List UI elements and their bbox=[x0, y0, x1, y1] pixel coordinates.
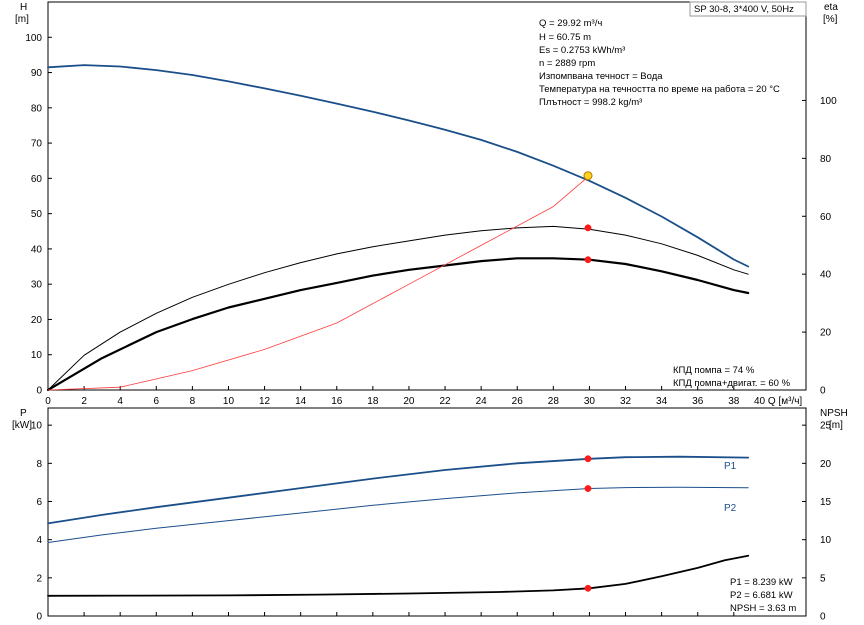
p2-curve bbox=[47, 486, 749, 543]
pump-efficiency-note: КПД помпа = 74 % bbox=[673, 365, 755, 376]
x-tick-label: 8 bbox=[190, 396, 196, 407]
y-left-tick-label: 20 bbox=[31, 315, 43, 326]
info-line: n = 2889 rpm bbox=[539, 58, 595, 69]
power-npsh-chart: 0 2 4 6 8 10 0 5 10 15 20 25 P [kW] NPSH [m] P1 P2 … bbox=[12, 407, 851, 623]
p2-series-label: P2 bbox=[724, 503, 737, 514]
y-left-tick-label: 0 bbox=[36, 612, 42, 623]
x-tick-label: 6 bbox=[154, 396, 160, 407]
y-left-tick-label: 80 bbox=[31, 103, 43, 114]
y-left-tick-label: 4 bbox=[36, 535, 42, 546]
x-tick-label: 12 bbox=[259, 396, 271, 407]
y-right-tick-label: 0 bbox=[820, 612, 826, 623]
top-series bbox=[46, 64, 750, 392]
y-right-tick-label: 60 bbox=[820, 212, 832, 223]
p2-note: P2 = 6.681 kW bbox=[730, 590, 793, 601]
x-tick-label: 22 bbox=[439, 396, 451, 407]
y-right-tick-label: 80 bbox=[820, 154, 832, 165]
y-left-tick-label: 40 bbox=[31, 244, 43, 255]
duty-point bbox=[584, 584, 592, 592]
bottom-tick-labels: 0 2 4 6 8 10 0 5 10 15 20 25 bbox=[31, 421, 832, 623]
info-line: Es = 0.2753 kWh/m³ bbox=[539, 45, 625, 56]
y-left-tick-label: 60 bbox=[31, 174, 43, 185]
y-right-tick-label: 20 bbox=[820, 328, 832, 339]
total-efficiency-curve bbox=[46, 257, 750, 392]
y-left-tick-label: 2 bbox=[36, 573, 42, 584]
p1-curve bbox=[47, 455, 750, 525]
y-left-tick-label: 30 bbox=[31, 280, 43, 291]
duty-point bbox=[584, 224, 592, 232]
npsh-curve bbox=[47, 554, 750, 597]
y-left-tick-label: 100 bbox=[25, 33, 42, 44]
y-left-tick-label: 0 bbox=[36, 386, 42, 397]
npsh-note: NPSH = 3.63 m bbox=[730, 603, 796, 614]
x-tick-label: 26 bbox=[512, 396, 524, 407]
top-plot-frame bbox=[47, 1, 807, 391]
head-curve bbox=[47, 64, 750, 268]
system-curve-curve bbox=[47, 175, 590, 391]
info-line: Плътност = 998.2 kg/m³ bbox=[539, 97, 642, 108]
y-left-tick-label: 50 bbox=[31, 209, 43, 220]
top-duty-points bbox=[583, 171, 593, 264]
duty-point bbox=[584, 256, 592, 264]
y-right-tick-label: 40 bbox=[820, 270, 832, 281]
info-line: H = 60.75 m bbox=[539, 32, 591, 43]
y-right-tick-label: 5 bbox=[820, 573, 826, 584]
p1-note: P1 = 8.239 kW bbox=[730, 577, 793, 588]
x-tick-label: 34 bbox=[656, 396, 668, 407]
pump-efficiency-curve bbox=[47, 225, 749, 391]
y-left-tick-label: 10 bbox=[31, 350, 43, 361]
duty-point bbox=[584, 485, 592, 492]
y-left-tick-label: 6 bbox=[36, 497, 42, 508]
y-right-tick-label: 25 bbox=[820, 421, 832, 432]
p1-series-label: P1 bbox=[724, 461, 737, 472]
y-left-tick-label: 10 bbox=[31, 421, 43, 432]
top-grid bbox=[47, 36, 806, 391]
y-right-tick-label: 15 bbox=[820, 497, 832, 508]
x-tick-label: 10 bbox=[223, 396, 235, 407]
top-right-axis-label: eta [%] bbox=[823, 2, 841, 25]
x-tick-label: 38 bbox=[728, 396, 740, 407]
efficiency-notes: КПД помпа = 74 % КПД помпа+двигат. = 60 … bbox=[673, 365, 791, 389]
x-tick-label: 36 bbox=[692, 396, 704, 407]
info-line: Q = 29.92 m³/ч bbox=[539, 18, 602, 29]
x-tick-label: 2 bbox=[81, 396, 87, 407]
x-tick-label: 14 bbox=[295, 396, 307, 407]
bottom-duty-points bbox=[584, 455, 592, 592]
bottom-grid bbox=[47, 424, 806, 617]
y-right-tick-label: 20 bbox=[820, 459, 832, 470]
y-right-tick-label: 10 bbox=[820, 535, 832, 546]
bottom-series bbox=[47, 455, 750, 597]
x-tick-label: 30 bbox=[584, 396, 596, 407]
head-efficiency-chart: 0 2 4 6 8 10 12 14 16 18 20 22 24 26 28 30 32 34 36 3801020… bbox=[15, 1, 841, 407]
info-line: Температура на течността по време на раб… bbox=[539, 84, 780, 95]
bottom-right-axis-label: NPSH [m] bbox=[820, 408, 851, 431]
x-tick-label: 20 bbox=[403, 396, 415, 407]
duty-point bbox=[584, 455, 592, 463]
model-label: SP 30-8, 3*400 V, 50Hz bbox=[694, 4, 794, 15]
y-left-tick-label: 8 bbox=[36, 459, 42, 470]
info-line: Изпомпвана течност = Вода bbox=[539, 71, 663, 82]
y-left-tick-label: 70 bbox=[31, 139, 43, 150]
x-tick-label: 18 bbox=[367, 396, 379, 407]
x-tick-label: 24 bbox=[476, 396, 488, 407]
y-left-tick-label: 90 bbox=[31, 68, 43, 79]
y-right-tick-label: 100 bbox=[820, 96, 837, 107]
x-tick-label: 4 bbox=[117, 396, 123, 407]
top-tick-labels: 0 2 4 6 8 10 12 14 16 18 20 22 24 26 28 30 32 34 36 3801020… bbox=[25, 33, 837, 407]
x-tick-label: 28 bbox=[548, 396, 560, 407]
duty-point bbox=[583, 171, 593, 181]
x-tick-label: 16 bbox=[331, 396, 343, 407]
top-left-axis-label: H [m] bbox=[15, 2, 30, 25]
bottom-left-axis-label: P [kW] bbox=[12, 408, 32, 431]
total-efficiency-note: КПД помпа+двигат. = 60 % bbox=[673, 378, 791, 389]
duty-info-block: Q = 29.92 m³/ч H = 60.75 m Es = 0.2753 k… bbox=[539, 18, 780, 108]
y-right-tick-label: 0 bbox=[820, 386, 826, 397]
power-notes: P1 = 8.239 kW P2 = 6.681 kW NPSH = 3.63 … bbox=[730, 577, 796, 614]
x-tick-label: 0 bbox=[45, 396, 51, 407]
top-x-axis-label: 40 Q [м³/ч] bbox=[754, 396, 802, 407]
bottom-plot-frame bbox=[47, 407, 807, 617]
model-box bbox=[689, 1, 807, 17]
x-tick-label: 32 bbox=[620, 396, 632, 407]
